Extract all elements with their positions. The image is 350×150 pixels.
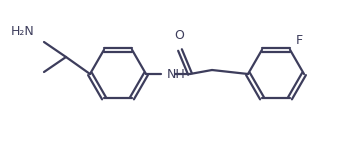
Text: H₂N: H₂N <box>10 25 34 38</box>
Text: F: F <box>296 34 303 47</box>
Text: O: O <box>174 29 184 42</box>
Text: NH: NH <box>167 68 186 81</box>
